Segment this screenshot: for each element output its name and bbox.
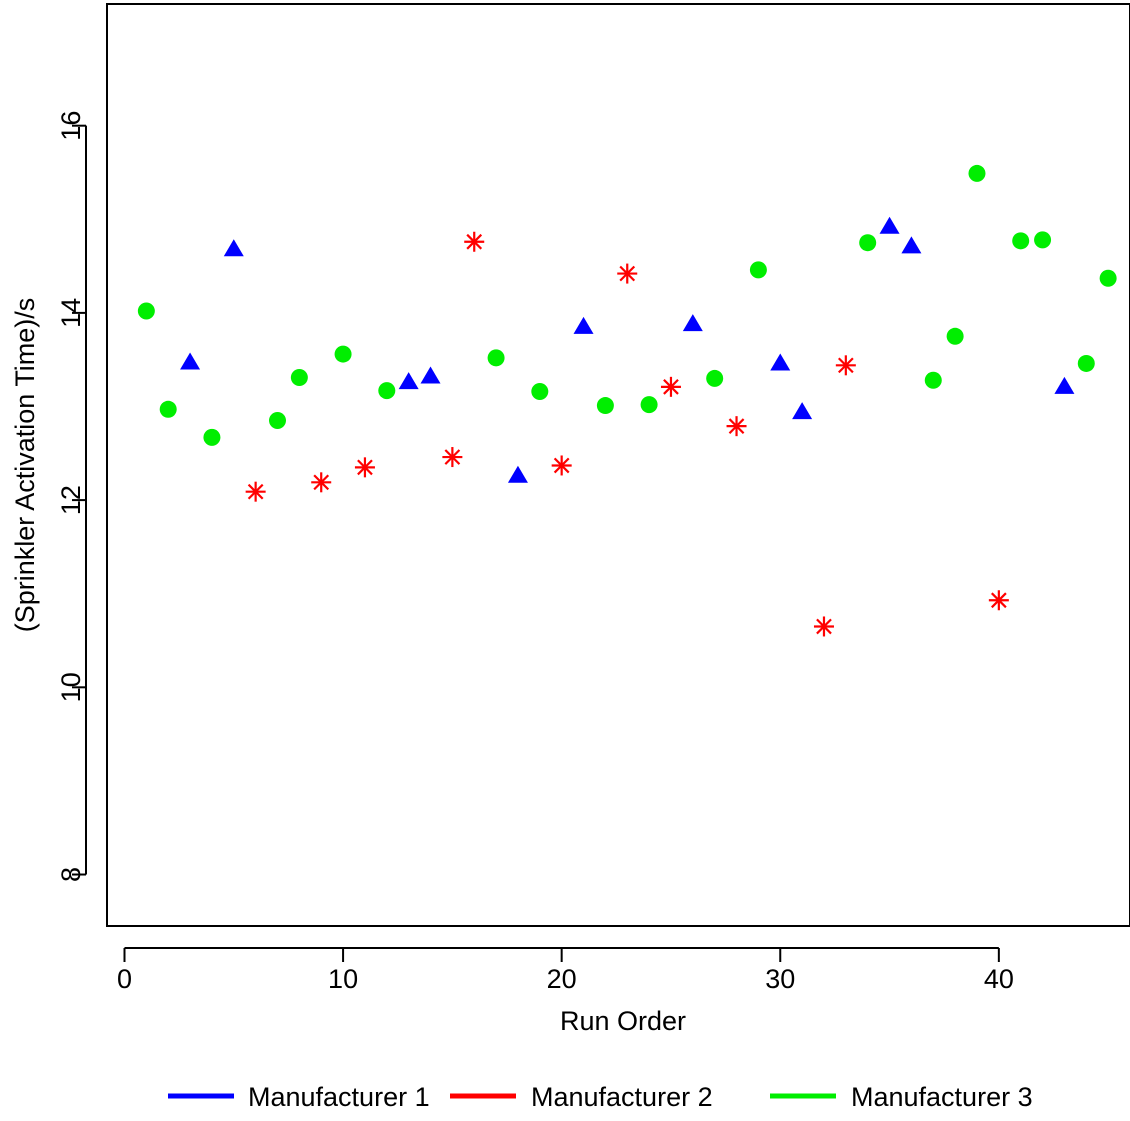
- data-point-circle: [1012, 232, 1030, 250]
- data-point-triangle: [573, 316, 594, 334]
- data-point-asterisk: [835, 355, 856, 376]
- x-axis-label: Run Order: [560, 1006, 686, 1036]
- data-point-circle: [1034, 231, 1052, 249]
- data-point-asterisk: [245, 481, 266, 502]
- plot-frame: [106, 3, 1130, 927]
- data-point-circle: [269, 412, 286, 430]
- data-point-circle: [1099, 269, 1117, 287]
- asterisk-stroke: [247, 483, 264, 500]
- data-point-circle: [159, 400, 177, 418]
- asterisk-stroke: [553, 457, 570, 474]
- y-axis: 8 10 12 14 16: [56, 111, 87, 882]
- data-point-asterisk: [354, 457, 375, 478]
- data-point-triangle: [180, 352, 201, 370]
- data-point-asterisk: [726, 416, 747, 437]
- asterisk-stroke: [444, 449, 461, 465]
- data-point-triangle: [901, 236, 922, 254]
- asterisk-stroke: [816, 618, 832, 635]
- data-point-circle: [487, 349, 505, 367]
- data-point-circle: [378, 382, 396, 400]
- legend-label: Manufacturer 2: [531, 1082, 713, 1112]
- data-point-circle: [531, 383, 549, 401]
- data-point-circle: [290, 368, 308, 386]
- data-point-asterisk: [813, 616, 834, 637]
- data-point-asterisk: [617, 263, 638, 284]
- legend-label: Manufacturer 3: [851, 1082, 1033, 1112]
- asterisk-stroke: [837, 357, 854, 374]
- data-point-triangle: [682, 314, 703, 332]
- data-point-asterisk: [660, 376, 681, 397]
- asterisk-stroke: [619, 265, 636, 282]
- data-point-asterisk: [988, 590, 1009, 611]
- data-point-triangle: [223, 239, 244, 257]
- data-point-circle: [924, 371, 942, 389]
- y-tick-label: 10: [56, 672, 86, 702]
- x-tick-label: 30: [765, 964, 795, 994]
- asterisk-stroke: [990, 592, 1007, 609]
- x-tick-label: 10: [328, 964, 358, 994]
- data-point-circle: [706, 369, 724, 387]
- data-point-circle: [137, 302, 155, 320]
- data-point-circle: [203, 428, 221, 446]
- data-point-circle: [968, 164, 986, 182]
- x-tick-label: 40: [984, 964, 1014, 994]
- data-point-circle: [596, 397, 614, 415]
- y-tick-label: 8: [56, 867, 86, 882]
- asterisk-stroke: [313, 474, 330, 491]
- data-point-circle: [946, 327, 964, 345]
- data-point-circle: [334, 345, 352, 363]
- legend: Manufacturer 1 Manufacturer 2 Manufacturer…: [168, 1082, 1033, 1112]
- data-point-triangle: [879, 216, 900, 234]
- x-tick-label: 0: [117, 964, 132, 994]
- data-point-asterisk: [551, 455, 572, 476]
- x-axis: 0 10 20 30 40: [117, 947, 1014, 994]
- data-point-asterisk: [311, 472, 332, 493]
- data-point-triangle: [398, 372, 419, 390]
- data-point-triangle: [420, 366, 441, 384]
- data-point-asterisk: [464, 231, 485, 252]
- data-point-triangle: [770, 353, 791, 371]
- data-point-circle: [640, 396, 658, 414]
- data-point-triangle: [1054, 376, 1075, 394]
- x-tick-label: 20: [547, 964, 577, 994]
- legend-label: Manufacturer 1: [248, 1082, 430, 1112]
- y-tick-label: 12: [56, 485, 86, 515]
- data-point-asterisk: [442, 447, 463, 468]
- asterisk-stroke: [357, 459, 373, 476]
- y-tick-label: 16: [56, 111, 86, 141]
- data-point-triangle: [507, 465, 528, 483]
- y-axis-label: (Sprinkler Activation Time)/s: [10, 298, 40, 633]
- y-tick-label: 14: [56, 298, 86, 328]
- data-points: [137, 164, 1117, 637]
- asterisk-stroke: [466, 233, 483, 250]
- asterisk-stroke: [663, 378, 679, 395]
- data-point-circle: [859, 234, 877, 252]
- asterisk-stroke: [728, 418, 745, 435]
- data-point-circle: [1077, 354, 1095, 372]
- data-point-circle: [749, 261, 767, 279]
- data-point-triangle: [792, 402, 813, 420]
